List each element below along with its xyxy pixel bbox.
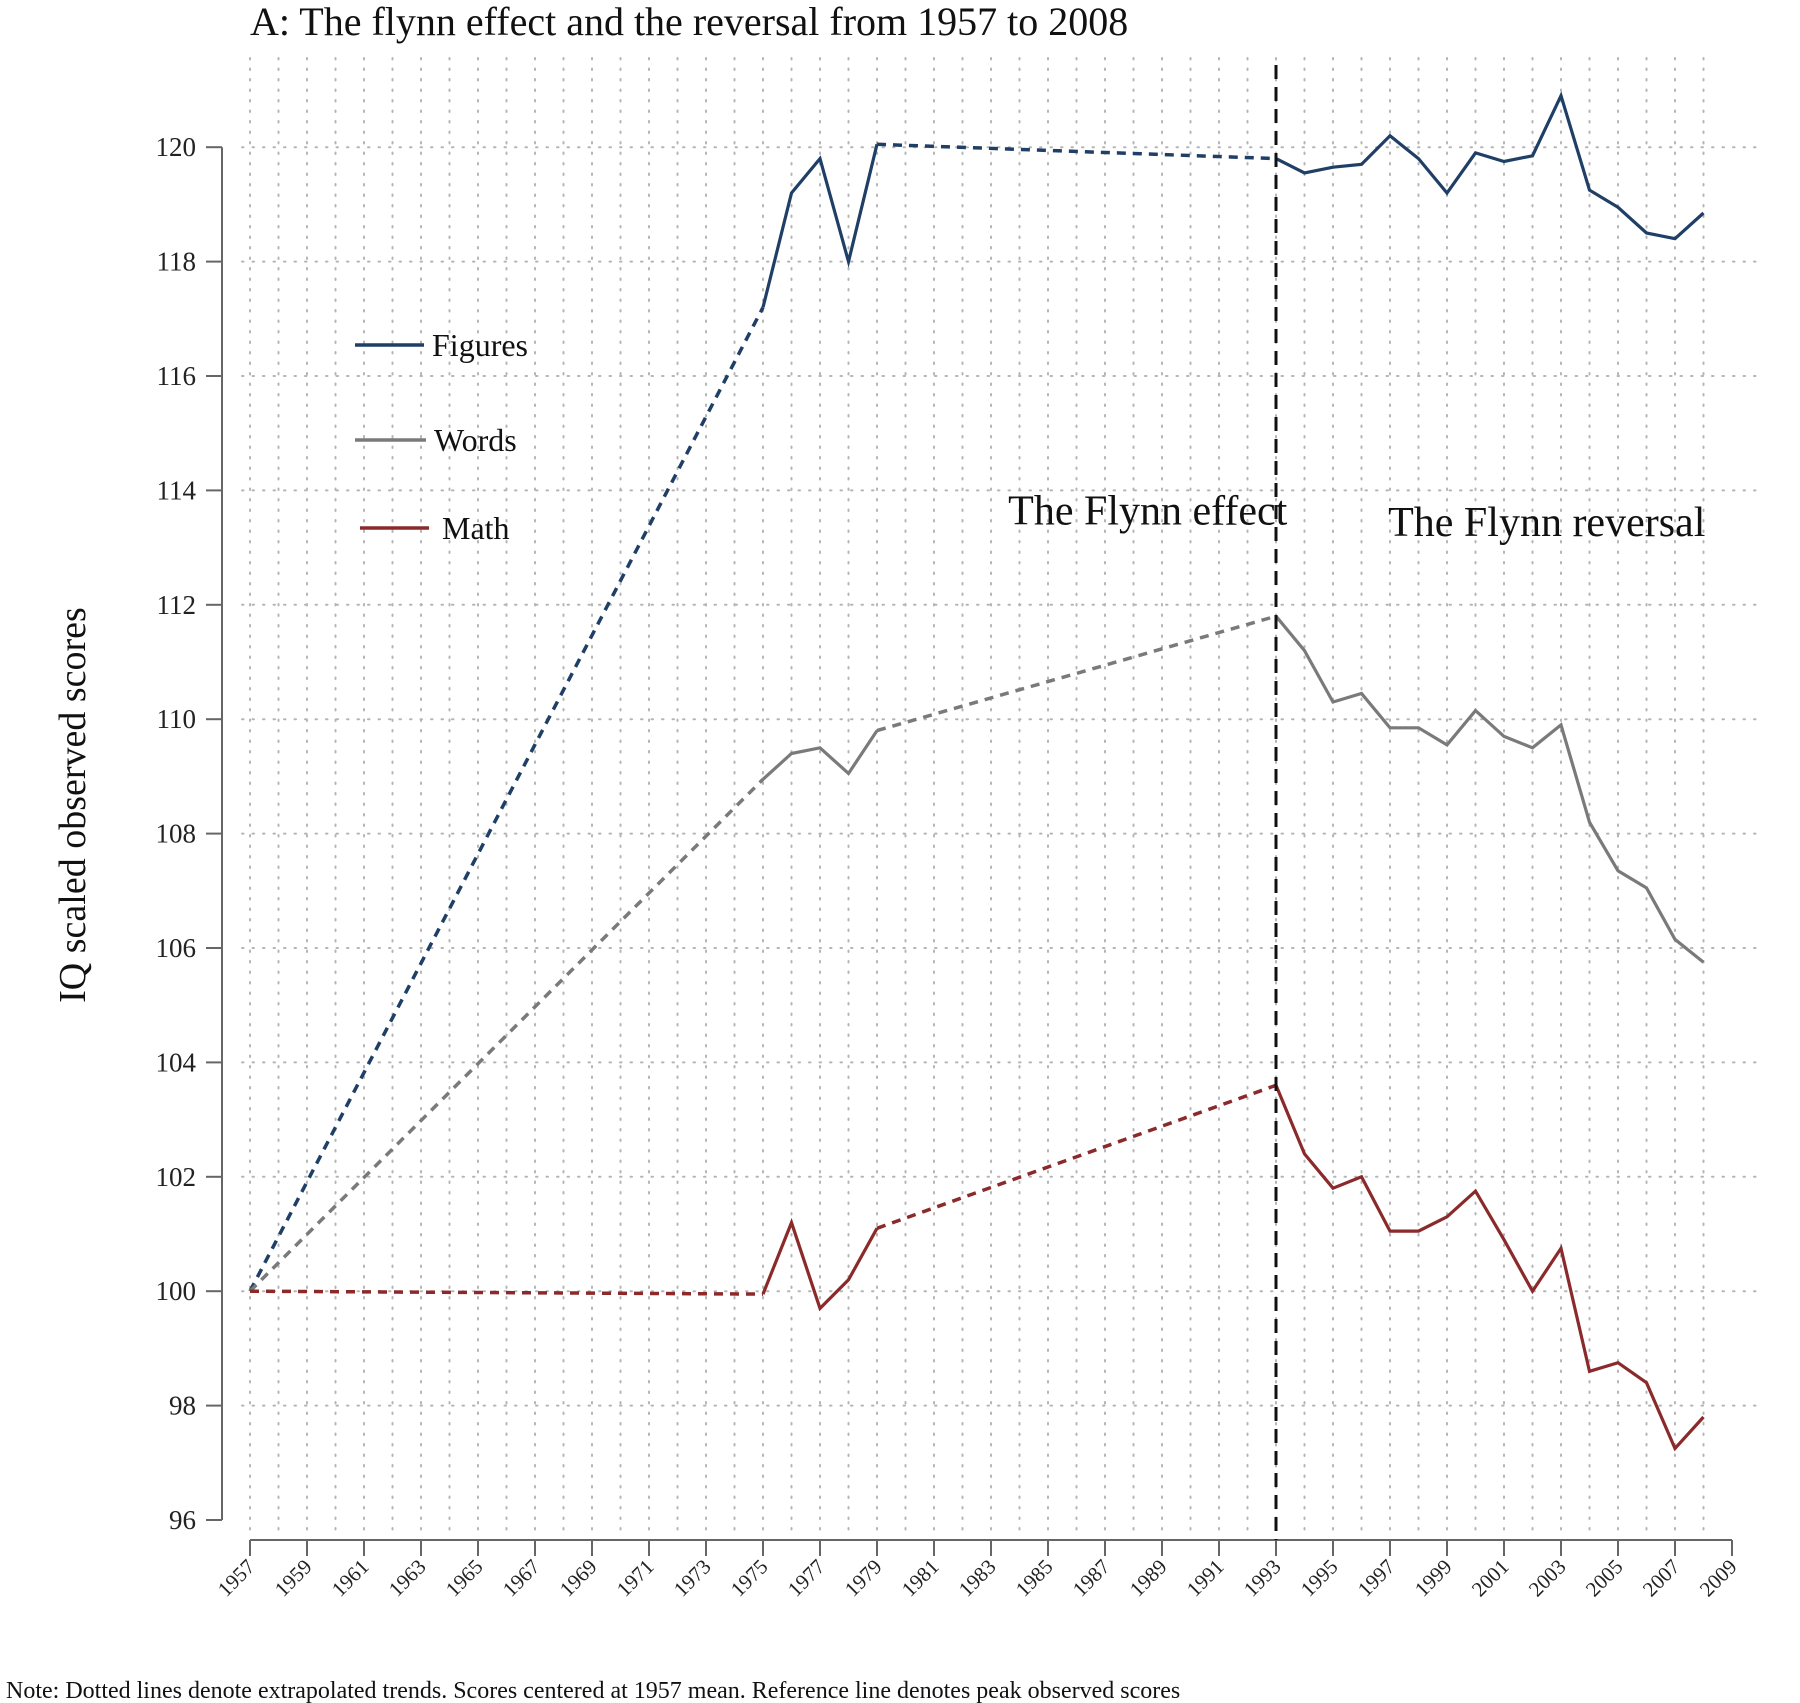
x-tick-label: 1985 bbox=[1011, 1555, 1058, 1602]
y-tick-label: 116 bbox=[157, 361, 197, 391]
y-tick-label: 110 bbox=[157, 704, 197, 734]
x-tick-label: 1959 bbox=[270, 1555, 317, 1602]
x-tick-label: 1957 bbox=[213, 1555, 260, 1602]
words-observed-line bbox=[761, 729, 879, 781]
region-labels: The Flynn effect The Flynn reversal bbox=[1008, 489, 1705, 546]
x-tick-label: 1971 bbox=[612, 1555, 659, 1602]
math-observed-line bbox=[1274, 1084, 1705, 1452]
x-tick-label: 2007 bbox=[1638, 1555, 1685, 1602]
y-tick-label: 120 bbox=[156, 132, 197, 162]
figures-extrapolated-line bbox=[248, 306, 765, 1293]
y-tick-label: 102 bbox=[156, 1162, 197, 1192]
words-observed-line bbox=[1274, 615, 1705, 964]
x-tick-label: 1963 bbox=[384, 1555, 431, 1602]
region-label: The Flynn effect bbox=[1008, 489, 1287, 535]
x-tick-label: 1989 bbox=[1125, 1555, 1172, 1602]
math-observed-line bbox=[761, 1217, 879, 1312]
figures-extrapolated-line bbox=[876, 142, 1277, 161]
x-tick-label: 2003 bbox=[1524, 1555, 1571, 1602]
y-tick-label: 98 bbox=[169, 1391, 196, 1421]
x-tick-label: 1965 bbox=[441, 1555, 488, 1602]
legend-label-words: Words bbox=[434, 422, 517, 458]
x-tick-label: 1983 bbox=[954, 1555, 1001, 1602]
x-tick-label: 1995 bbox=[1296, 1555, 1343, 1602]
series-lines bbox=[248, 91, 1705, 1452]
x-tick-label: 1969 bbox=[555, 1555, 602, 1602]
x-tick-label: 1999 bbox=[1410, 1555, 1457, 1602]
y-tick-label: 100 bbox=[156, 1276, 197, 1306]
chart-note: Note: Dotted lines denote extrapolated t… bbox=[6, 1678, 1180, 1703]
x-tick-label: 1981 bbox=[897, 1555, 944, 1602]
x-tick-label: 1967 bbox=[498, 1555, 545, 1602]
legend-label-figures: Figures bbox=[432, 327, 528, 363]
figures-observed-line bbox=[761, 143, 879, 308]
y-tick-label: 106 bbox=[156, 933, 197, 963]
legend-label-math: Math bbox=[442, 510, 510, 546]
x-tick-label: 1973 bbox=[669, 1555, 716, 1602]
legend: Figures Words Math bbox=[355, 327, 528, 546]
x-tick-label: 1993 bbox=[1239, 1555, 1286, 1602]
y-tick-label: 108 bbox=[156, 819, 197, 849]
chart-title: A: The flynn effect and the reversal fro… bbox=[250, 0, 1128, 44]
x-tick-label: 1979 bbox=[840, 1555, 887, 1602]
x-tick-label: 1975 bbox=[726, 1555, 773, 1602]
y-tick-label: 104 bbox=[156, 1047, 197, 1077]
y-tick-label: 96 bbox=[169, 1505, 196, 1535]
x-tick-label: 1987 bbox=[1068, 1555, 1115, 1602]
y-axis-label: IQ scaled observed scores bbox=[52, 607, 94, 1003]
x-tick-label: 1997 bbox=[1353, 1555, 1400, 1602]
region-label: The Flynn reversal bbox=[1388, 500, 1705, 546]
x-tick-label: 1977 bbox=[783, 1555, 830, 1602]
x-tick-label: 1961 bbox=[327, 1555, 374, 1602]
y-tick-label: 112 bbox=[157, 590, 197, 620]
figures-observed-line bbox=[1275, 91, 1705, 241]
x-tick-label: 2001 bbox=[1467, 1555, 1514, 1602]
words-extrapolated-line bbox=[248, 778, 765, 1293]
words-extrapolated-line bbox=[876, 614, 1277, 733]
x-tick-label: 2009 bbox=[1695, 1555, 1742, 1602]
y-tick-label: 114 bbox=[157, 475, 197, 505]
math-extrapolated-line bbox=[876, 1083, 1277, 1230]
x-tick-label: 1991 bbox=[1182, 1555, 1229, 1602]
math-extrapolated-line bbox=[249, 1289, 764, 1296]
y-tick-label: 118 bbox=[157, 247, 197, 277]
grid bbox=[241, 57, 1763, 1533]
x-tick-label: 2005 bbox=[1581, 1555, 1628, 1602]
